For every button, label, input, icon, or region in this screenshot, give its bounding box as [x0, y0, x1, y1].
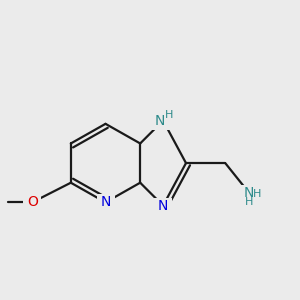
Text: N: N — [244, 186, 254, 200]
Text: H: H — [253, 189, 262, 199]
Text: H: H — [165, 110, 173, 120]
FancyBboxPatch shape — [239, 185, 264, 206]
Text: N: N — [100, 195, 111, 209]
FancyBboxPatch shape — [151, 112, 176, 130]
Text: N: N — [158, 199, 168, 213]
FancyBboxPatch shape — [23, 194, 41, 210]
Text: H: H — [244, 197, 253, 207]
Text: N: N — [154, 114, 165, 128]
Text: O: O — [27, 195, 38, 209]
FancyBboxPatch shape — [154, 198, 172, 214]
FancyBboxPatch shape — [97, 194, 115, 210]
